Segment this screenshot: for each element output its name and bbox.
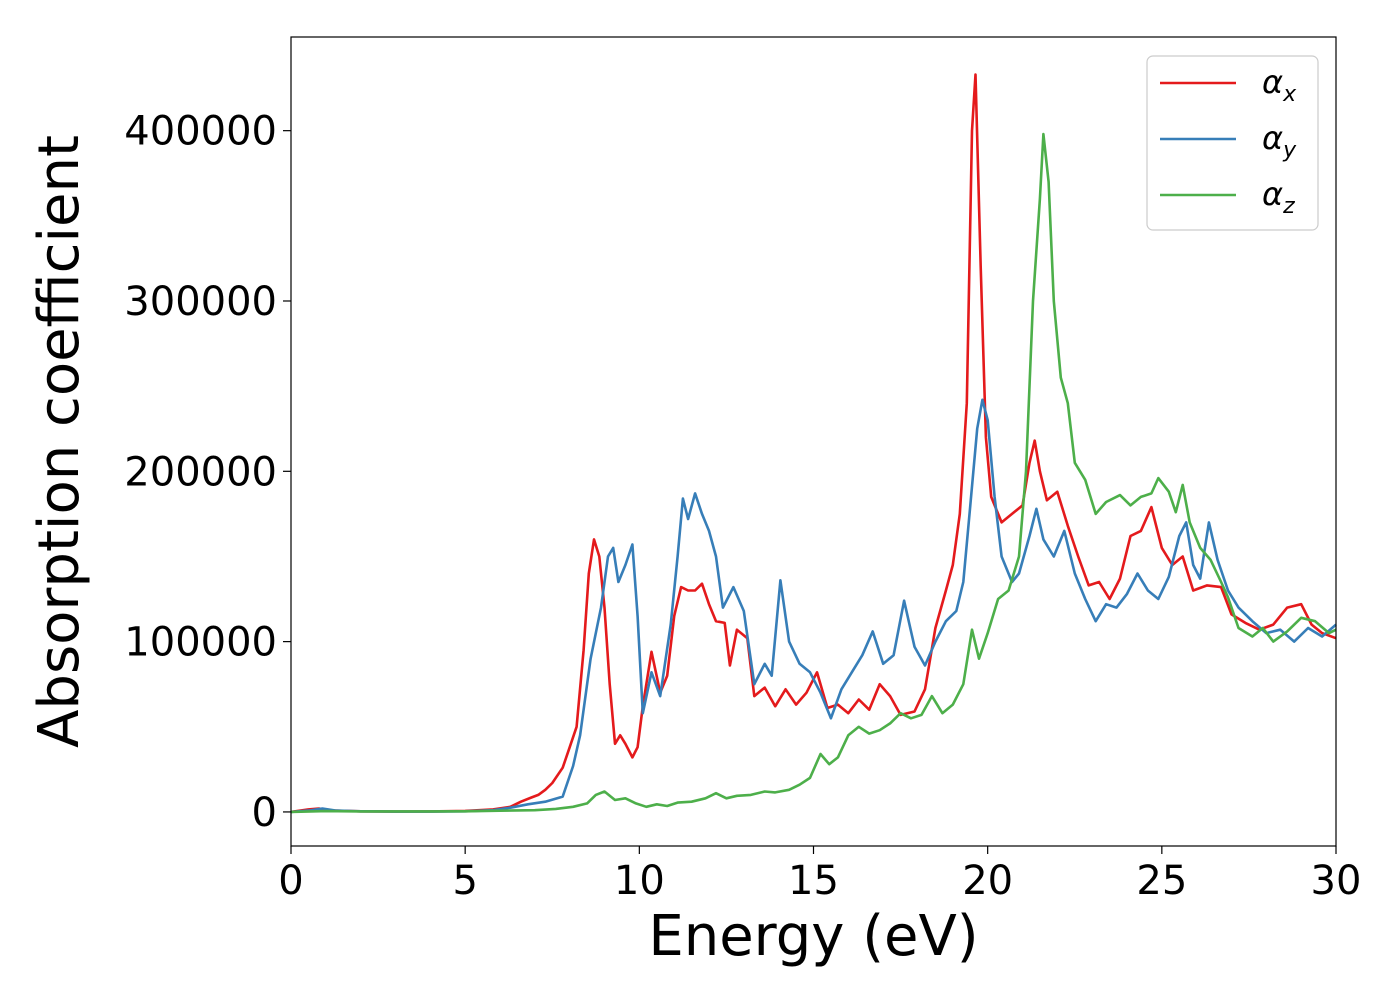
series-layer bbox=[290, 73, 1337, 814]
x-tick-label: 15 bbox=[788, 858, 839, 904]
legend-label-alpha-x: αx bbox=[1262, 63, 1297, 107]
x-axis-label: Energy (eV) bbox=[648, 904, 978, 969]
x-tick-label: 20 bbox=[962, 858, 1013, 904]
legend-box bbox=[1146, 55, 1319, 231]
x-tick-label: 25 bbox=[1136, 858, 1187, 904]
x-axis-ticks: 0 5 10 15 20 25 30 bbox=[278, 846, 1361, 904]
x-tick-label: 0 bbox=[278, 858, 303, 904]
y-axis-ticks: 0 100000 200000 300000 400000 bbox=[124, 109, 291, 836]
y-tick-label: 300000 bbox=[124, 279, 277, 325]
y-tick-label: 400000 bbox=[124, 109, 277, 155]
x-tick-label: 30 bbox=[1311, 858, 1362, 904]
y-axis-label: Absorption coefficient bbox=[27, 135, 92, 748]
y-tick-label: 0 bbox=[252, 790, 277, 836]
series-line-alpha-z bbox=[290, 132, 1337, 814]
x-tick-label: 10 bbox=[614, 858, 665, 904]
x-tick-label: 5 bbox=[452, 858, 477, 904]
legend-label-alpha-y: αy bbox=[1262, 119, 1297, 163]
series-line-alpha-y bbox=[290, 398, 1337, 814]
y-tick-label: 100000 bbox=[124, 620, 277, 666]
y-tick-label: 200000 bbox=[124, 449, 277, 495]
